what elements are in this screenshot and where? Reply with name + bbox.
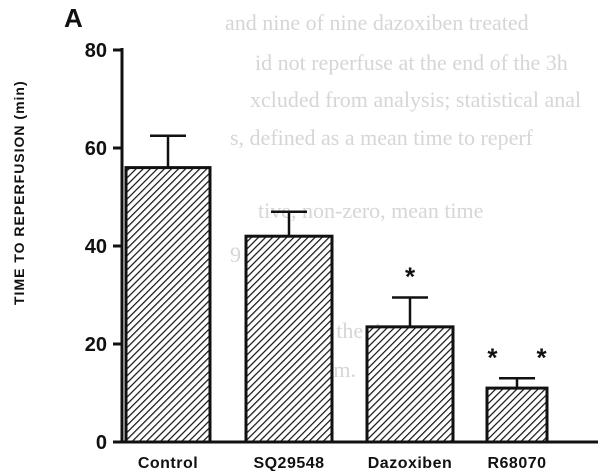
y-tick-label: 80: [85, 40, 107, 62]
y-axis-label: TIME TO REPERFUSION (min): [11, 80, 27, 305]
x-tick-label: R68070: [487, 455, 546, 471]
y-tick-label: 0: [96, 432, 107, 454]
bar: [244, 234, 334, 444]
y-tick-label: 60: [85, 138, 107, 160]
x-tick-label: SQ29548: [253, 455, 324, 471]
bar: [124, 166, 212, 444]
panel-label: A: [64, 3, 83, 33]
bars-group: [124, 166, 549, 444]
bar: [485, 386, 549, 444]
y-tick-label: 40: [85, 236, 107, 258]
y-tick-label: 20: [85, 334, 107, 356]
significance-marker: * *: [487, 342, 547, 372]
labels-group: Control SQ29548 Dazoxiben * R68070 * *: [138, 261, 548, 471]
x-tick-label: Dazoxiben: [368, 455, 453, 471]
x-tick-label: Control: [138, 455, 198, 471]
significance-marker: *: [405, 261, 416, 291]
error-bars-group: [150, 134, 535, 389]
bar: [365, 325, 455, 444]
